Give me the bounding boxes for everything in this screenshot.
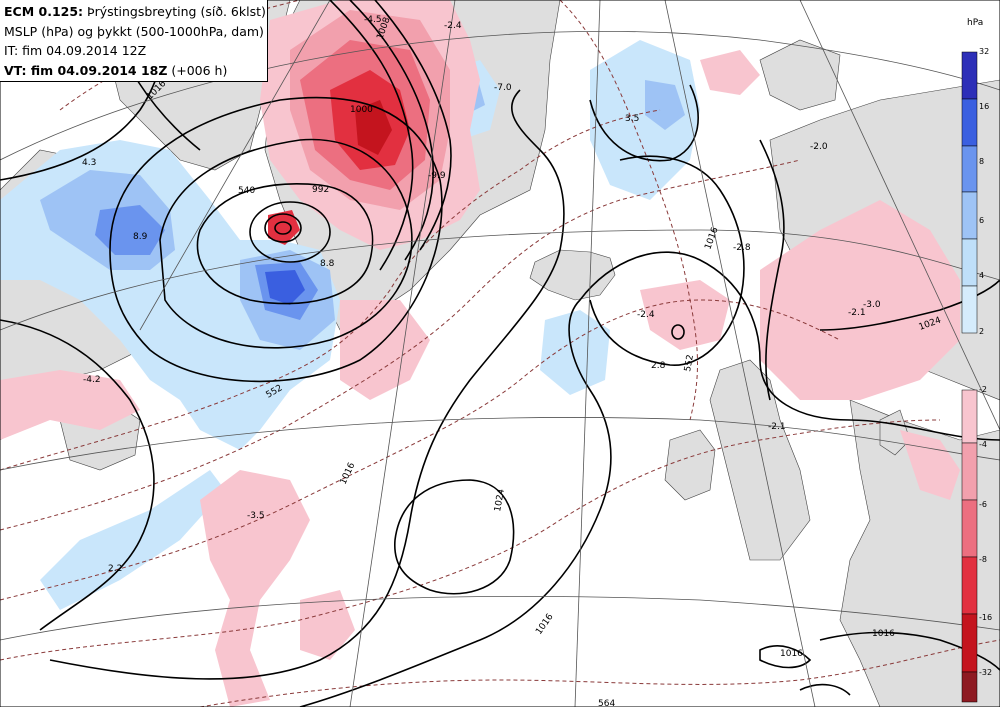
change-label: -4.5	[364, 15, 382, 25]
colorbar-swatch	[961, 51, 978, 100]
colorbar-tick: 16	[979, 102, 990, 111]
colorbar-tick: -6	[979, 500, 987, 509]
colorbar-unit: hPa	[967, 18, 984, 28]
change-label: -2.1	[848, 308, 866, 318]
forecast-hour: (+006 h)	[167, 62, 228, 78]
isobar-label: 1000	[350, 105, 373, 115]
change-label: 4.3	[82, 158, 96, 168]
change-label: 8.9	[133, 232, 148, 242]
change-label: -4.2	[83, 375, 101, 385]
colorbar	[961, 51, 978, 703]
colorbar-tick: 2	[979, 327, 985, 336]
valid-time: VT: fim 04.09.2014 18Z	[4, 62, 168, 78]
change-label: -7.0	[494, 83, 512, 93]
colorbar-swatch	[961, 145, 978, 193]
colorbar-swatch	[961, 98, 978, 147]
svalbard	[759, 39, 841, 111]
change-label: -9.9	[428, 171, 446, 181]
isobar-label: 1016	[780, 649, 803, 659]
field-name: Þrýstingsbreyting (síð. 6klst)	[83, 4, 266, 19]
change-label: 3.5	[625, 114, 639, 124]
map-title-box: ECM 0.125: Þrýstingsbreyting (síð. 6klst…	[0, 0, 268, 82]
colorbar-tick: 4	[979, 271, 985, 280]
title-line-3: IT: fim 04.09.2014 12Z	[4, 43, 147, 58]
iceland	[529, 249, 616, 301]
colorbar-swatch	[961, 285, 978, 334]
change-label: -2.0	[810, 142, 828, 152]
thickness-label: 564	[598, 699, 615, 707]
colorbar-swatch	[961, 556, 978, 615]
colorbar-tick: 32	[979, 47, 990, 56]
colorbar-tick: -16	[979, 613, 993, 622]
change-label: -3.0	[863, 300, 881, 310]
change-label: -2.1	[768, 422, 786, 432]
colorbar-tick: -32	[979, 668, 993, 677]
colorbar-tick: -4	[979, 440, 987, 449]
change-label: 2.2	[108, 564, 122, 574]
colorbar-tick: 8	[979, 157, 985, 166]
colorbar-tick: -2	[979, 385, 987, 394]
colorbar-swatch	[961, 613, 978, 673]
isobar-label: 1024	[493, 488, 507, 513]
colorbar-swatch	[961, 499, 978, 558]
britain	[709, 359, 811, 561]
title-line-2: MSLP (hPa) og þykkt (500-1000hPa, dam)	[4, 23, 264, 39]
pressure-fall-areas	[0, 0, 960, 707]
change-label: -2.8	[733, 243, 751, 253]
title-line-4: VT: fim 04.09.2014 18Z (+006 h)	[4, 61, 267, 81]
model-name: ECM 0.125:	[4, 4, 84, 19]
change-label: -3.5	[247, 511, 265, 521]
change-label: -2.4	[637, 310, 655, 320]
isobar-label: 992	[312, 185, 329, 195]
colorbar-swatch	[961, 389, 978, 444]
colorbar-swatch	[961, 671, 978, 703]
ireland	[664, 429, 716, 501]
europe	[839, 399, 1000, 707]
change-label: 2.8	[651, 361, 666, 371]
colorbar-swatch	[961, 238, 978, 287]
colorbar-tick: 6	[979, 216, 985, 225]
isobar-label: 1016	[872, 629, 895, 639]
colorbar-swatch	[961, 191, 978, 240]
colorbar-swatch	[961, 442, 978, 501]
colorbar-tick: -8	[979, 555, 987, 564]
pressure-rise-areas	[0, 40, 700, 610]
thickness-label: 552	[683, 354, 696, 373]
change-label-layer: -4.5 -2.4 -7.0 -9.9 3.5 -2.0 4.3 8.9 8.8…	[82, 15, 881, 574]
change-label: -2.4	[444, 21, 462, 31]
change-label: 8.8	[320, 259, 335, 269]
title-line-1: ECM 0.125: Þrýstingsbreyting (síð. 6klst…	[4, 2, 267, 22]
thickness-label: 540	[238, 186, 255, 196]
